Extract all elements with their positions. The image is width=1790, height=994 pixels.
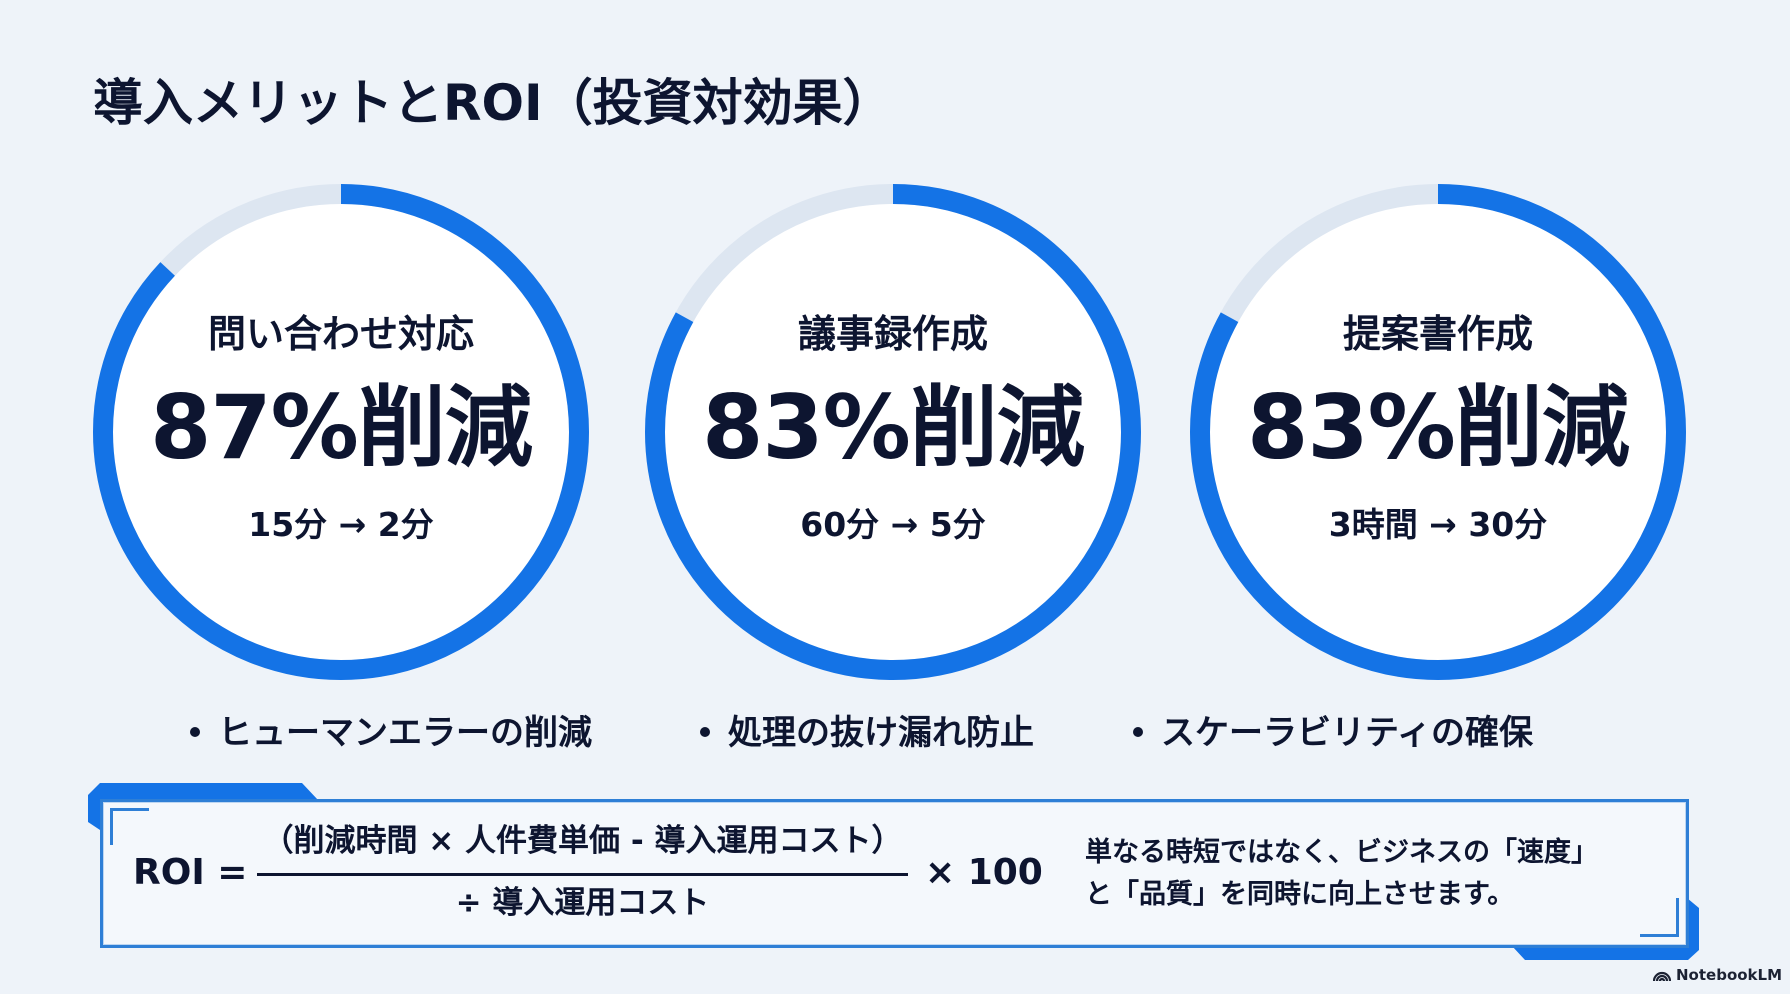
roi-numerator: （削減時間 × 人件費単価 - 導入運用コスト） bbox=[262, 823, 903, 859]
roi-note-line: と「品質」を同時に向上させます。 bbox=[1085, 879, 1515, 910]
progress-ring-icon bbox=[93, 184, 589, 680]
metric-label: 提案書作成 bbox=[1342, 312, 1533, 356]
roi-label: ROI = bbox=[133, 852, 248, 893]
metric-card-inquiry: 問い合わせ対応 87%削減 15分 → 2分 bbox=[81, 172, 601, 692]
roi-note: 単なる時短ではなく、ビジネスの「速度」 と「品質」を同時に向上させます。 bbox=[1085, 832, 1675, 916]
roi-multiplier: × 100 bbox=[925, 852, 1043, 893]
benefit-text: スケーラビリティの確保 bbox=[1161, 713, 1533, 753]
progress-ring-icon bbox=[1190, 184, 1686, 680]
metric-value: 83%削減 bbox=[1247, 376, 1630, 479]
metric-label: 議事録作成 bbox=[797, 312, 988, 356]
benefit-text: 処理の抜け漏れ防止 bbox=[728, 713, 1034, 753]
roi-denominator: ÷ 導入運用コスト bbox=[455, 885, 710, 921]
brand-watermark: NotebookLM bbox=[1653, 966, 1782, 984]
metric-card-proposal: 提案書作成 83%削減 3時間 → 30分 bbox=[1178, 172, 1698, 692]
bullet-icon bbox=[1133, 726, 1143, 737]
benefit-item: 処理の抜け漏れ防止 bbox=[700, 708, 1034, 758]
metric-label: 問い合わせ対応 bbox=[207, 312, 474, 356]
page-title: 導入メリットとROI（投資対効果） bbox=[93, 74, 893, 132]
metric-value: 83%削減 bbox=[702, 376, 1085, 479]
metric-card-minutes: 議事録作成 83%削減 60分 → 5分 bbox=[633, 172, 1153, 692]
corner-bracket-icon bbox=[1640, 898, 1679, 937]
progress-ring-icon bbox=[645, 184, 1141, 680]
metric-before-after: 3時間 → 30分 bbox=[1328, 505, 1548, 544]
benefit-item: ヒューマンエラーの削減 bbox=[190, 708, 592, 758]
bullet-icon bbox=[700, 726, 710, 737]
notebooklm-logo-icon bbox=[1653, 971, 1671, 982]
benefit-text: ヒューマンエラーの削減 bbox=[218, 713, 592, 753]
metric-before-after: 15分 → 2分 bbox=[248, 505, 434, 544]
metric-value: 87%削減 bbox=[150, 376, 533, 479]
brand-name: NotebookLM bbox=[1676, 966, 1783, 984]
benefit-item: スケーラビリティの確保 bbox=[1133, 708, 1533, 758]
bullet-icon bbox=[190, 726, 200, 737]
roi-note-line: 単なる時短ではなく、ビジネスの「速度」 bbox=[1085, 837, 1598, 868]
metric-before-after: 60分 → 5分 bbox=[800, 505, 986, 544]
corner-bracket-icon bbox=[110, 808, 149, 845]
fraction-line bbox=[257, 873, 908, 876]
